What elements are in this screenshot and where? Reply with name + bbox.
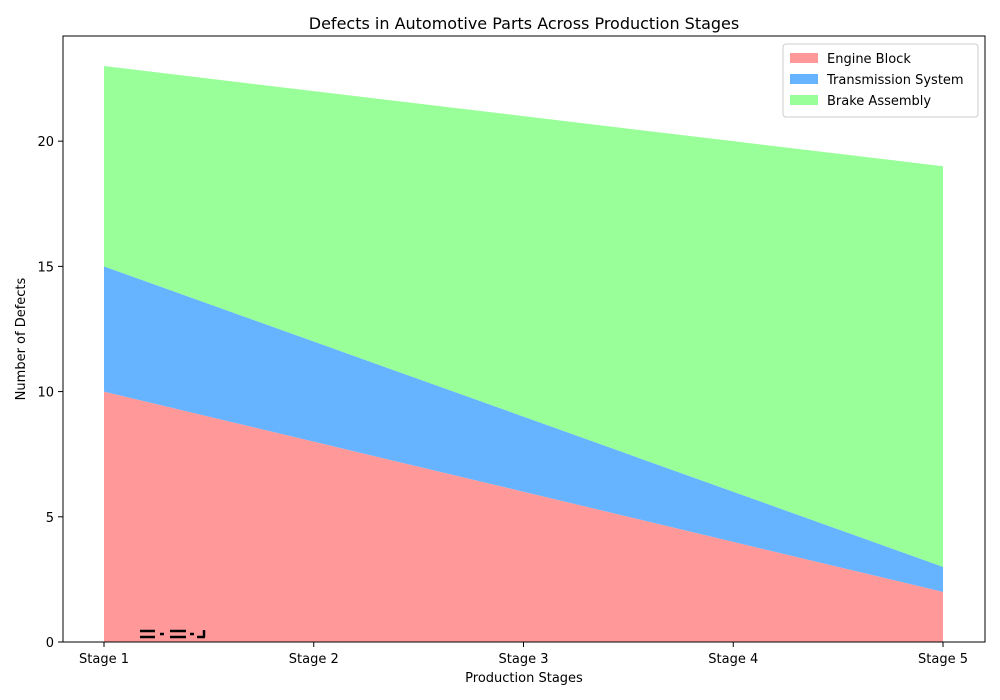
legend[interactable]: Engine Block Transmission System Brake Ass… bbox=[782, 43, 979, 118]
y-axis-label: Number of Defects bbox=[14, 277, 29, 400]
y-axis: 0 5 10 15 20 bbox=[37, 135, 63, 651]
legend-label[interactable]: Engine Block bbox=[827, 52, 911, 67]
y-tick-label: 0 bbox=[46, 636, 54, 651]
x-tick-label: Stage 4 bbox=[708, 652, 758, 667]
y-tick-label: 15 bbox=[37, 260, 54, 275]
legend-label[interactable]: Brake Assembly bbox=[827, 94, 931, 109]
x-tick-label: Stage 2 bbox=[289, 652, 339, 667]
legend-swatch bbox=[790, 74, 818, 84]
watermark-glyph bbox=[140, 629, 206, 639]
y-tick-label: 10 bbox=[37, 386, 54, 401]
x-tick-label: Stage 3 bbox=[499, 652, 549, 667]
x-tick-label: Stage 1 bbox=[79, 652, 129, 667]
chart-title: Defects in Automotive Parts Across Produ… bbox=[309, 14, 739, 33]
area-brake-assembly bbox=[104, 66, 943, 567]
area-transmission-system bbox=[104, 266, 943, 592]
x-axis: Stage 1 Stage 2 Stage 3 Stage 4 Stage 5 bbox=[79, 642, 968, 667]
area-layers bbox=[104, 66, 943, 642]
area-engine-block bbox=[104, 391, 943, 642]
x-axis-label: Production Stages bbox=[465, 671, 583, 686]
legend-swatch bbox=[790, 95, 818, 105]
legend-swatch bbox=[790, 53, 818, 63]
x-tick-label: Stage 5 bbox=[918, 652, 968, 667]
y-tick-label: 20 bbox=[37, 135, 54, 150]
legend-label[interactable]: Transmission System bbox=[826, 73, 964, 88]
legend-box bbox=[782, 43, 979, 118]
y-tick-label: 5 bbox=[46, 511, 54, 526]
